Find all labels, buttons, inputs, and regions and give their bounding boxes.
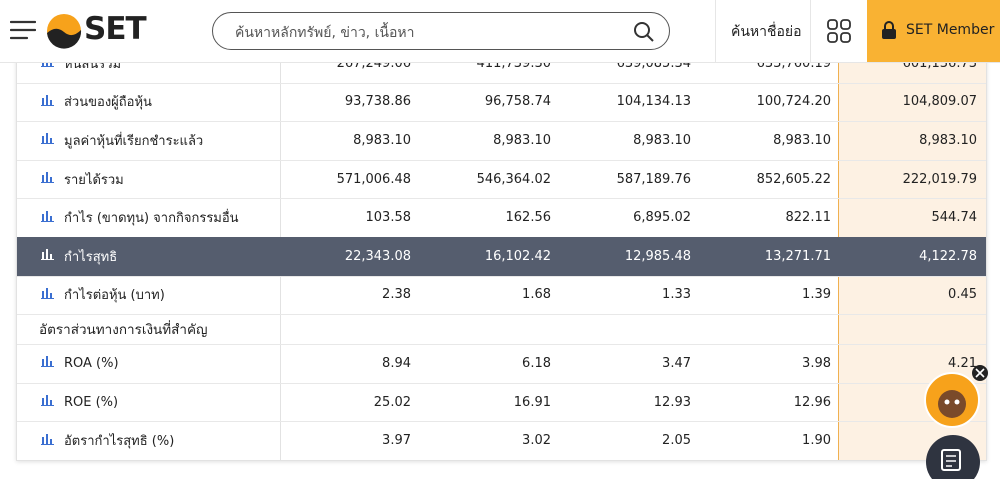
cell-value: 16,102.42 (484, 248, 551, 264)
cell-value: 22,343.08 (344, 248, 411, 264)
cell-value: 8,983.10 (919, 132, 977, 148)
row-label[interactable]: รายได้รวม (64, 172, 124, 188)
row-label[interactable]: มูลค่าหุ้นที่เรียกชำระแล้ว (64, 133, 204, 149)
lock-icon (882, 21, 896, 39)
data-row: กำไรต่อหุ้น (บาท) 2.38 1.68 1.33 1.39 0.45 (17, 276, 986, 316)
cell-value: 8,983.10 (353, 132, 411, 148)
data-row: ROA (%) 8.94 6.18 3.47 3.98 4.21 (17, 344, 986, 384)
cell-value: 0.45 (948, 287, 977, 303)
assistant-widget[interactable] (922, 362, 992, 432)
financial-table: หนี้สินรวม 267,249.06 411,739.30 639,085.34… (16, 0, 987, 461)
cell-value: 6,895.02 (633, 210, 691, 226)
cell-value: 93,738.86 (344, 94, 411, 110)
cell-value: 162.56 (505, 210, 552, 226)
cell-value: 1.33 (662, 287, 691, 303)
cell-value: 222,019.79 (902, 171, 977, 187)
menu-button[interactable] (10, 19, 36, 41)
row-label[interactable]: อัตรากำไรสุทธิ (%) (64, 434, 175, 450)
data-row: กำไรสุทธิ 22,343.08 16,102.42 12,985.48 13,2… (17, 237, 986, 277)
cell-value: 3.97 (382, 433, 411, 449)
search-placeholder: ค้นหาหลักทรัพย์, ข่าว, เนื้อหา (235, 25, 415, 41)
cell-value: 1.68 (522, 287, 551, 303)
data-row: ส่วนของผู้ถือหุ้น 93,738.86 96,758.74 104,1… (17, 83, 986, 123)
chart-icon[interactable] (41, 248, 55, 261)
chart-icon[interactable] (41, 433, 55, 445)
column-divider (838, 0, 839, 460)
cell-value: 12,985.48 (624, 248, 691, 264)
row-label[interactable]: ROA (%) (64, 355, 119, 371)
cell-value: 13,271.71 (764, 248, 831, 264)
chart-icon[interactable] (41, 210, 55, 222)
cell-value: 104,809.07 (902, 94, 977, 110)
chart-icon[interactable] (41, 94, 55, 106)
chart-icon[interactable] (41, 394, 55, 407)
data-row: รายได้รวม 571,006.48 546,364.02 587,189.76 8… (17, 160, 986, 200)
member-label: SET Member (906, 22, 995, 38)
chat-button[interactable] (925, 434, 981, 479)
cell-value: 2.05 (662, 433, 691, 449)
chart-icon[interactable] (41, 132, 55, 145)
row-label[interactable]: กำไรต่อหุ้น (บาท) (64, 288, 165, 304)
data-row: อัตรากำไรสุทธิ (%) 3.97 3.02 2.05 1.90 (17, 421, 986, 460)
cell-value: 546,364.02 (476, 171, 551, 187)
search-box[interactable]: ค้นหาหลักทรัพย์, ข่าว, เนื้อหา (212, 12, 670, 50)
member-button[interactable]: SET Member (867, 0, 1000, 62)
cell-value: 12.96 (793, 394, 831, 410)
cell-value: 8,983.10 (633, 132, 691, 148)
cell-value: 8,983.10 (773, 132, 831, 148)
cell-value: 104,134.13 (616, 94, 691, 110)
data-row: กำไร (ขาดทุน) จากกิจกรรมอื่น 103.58 162.56… (17, 198, 986, 238)
cell-value: 1.39 (802, 287, 831, 303)
cell-value: 96,758.74 (484, 94, 551, 110)
cell-value: 25.02 (373, 394, 411, 410)
header: SET ค้นหาหลักทรัพย์, ข่าว, เนื้อหา ค้นหา… (0, 0, 1000, 63)
cell-value: 3.98 (802, 355, 831, 371)
cell-value: 4,122.78 (919, 248, 977, 264)
divider (715, 0, 716, 62)
row-label[interactable]: กำไร (ขาดทุน) จากกิจกรรมอื่น (64, 211, 239, 227)
data-row: ROE (%) 25.02 16.91 12.93 12.96 (17, 383, 986, 423)
row-label[interactable]: กำไรสุทธิ (64, 249, 118, 265)
cell-value: 2.38 (382, 287, 411, 303)
cell-value: 3.47 (662, 355, 691, 371)
symbol-search[interactable]: ค้นหาชื่อย่อ (731, 24, 802, 40)
cell-value: 852,605.22 (756, 171, 831, 187)
cell-value: 587,189.76 (616, 171, 691, 187)
column-divider (280, 0, 281, 460)
logo-text: SET (84, 11, 147, 47)
cell-value: 6.18 (522, 355, 551, 371)
divider (810, 0, 811, 62)
chart-icon[interactable] (41, 287, 55, 299)
cell-value: 103.58 (365, 210, 412, 226)
data-row: มูลค่าหุ้นที่เรียกชำระแล้ว 8,983.10 8,983.… (17, 121, 986, 161)
cell-value: 3.02 (522, 433, 551, 449)
section-label: อัตราส่วนทางการเงินที่สำคัญ (39, 322, 208, 339)
row-label[interactable]: ROE (%) (64, 394, 119, 410)
cell-value: 822.11 (785, 210, 832, 226)
cell-value: 100,724.20 (756, 94, 831, 110)
apps-icon[interactable] (827, 19, 851, 43)
cell-value: 8,983.10 (493, 132, 551, 148)
cell-value: 1.90 (802, 433, 831, 449)
logo-mark (47, 14, 82, 49)
row-label[interactable]: ส่วนของผู้ถือหุ้น (64, 95, 152, 111)
cell-value: 12.93 (653, 394, 691, 410)
cell-value: 571,006.48 (336, 171, 411, 187)
chart-icon[interactable] (41, 355, 55, 368)
chart-icon[interactable] (41, 171, 55, 184)
cell-value: 544.74 (931, 210, 978, 226)
cell-value: 8.94 (382, 355, 411, 371)
cell-value: 4.21 (948, 355, 977, 371)
cell-value: 16.91 (513, 394, 551, 410)
section-row: อัตราส่วนทางการเงินที่สำคัญ (17, 314, 986, 346)
search-icon[interactable] (633, 21, 655, 43)
